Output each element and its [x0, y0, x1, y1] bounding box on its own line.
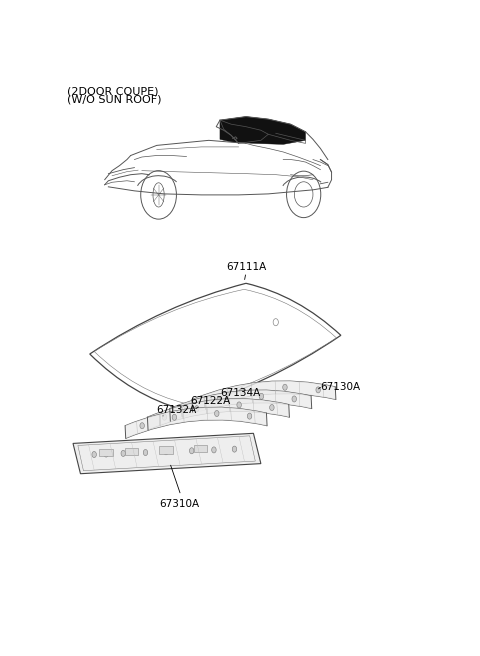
Circle shape: [292, 396, 297, 402]
Circle shape: [270, 405, 274, 411]
Text: 67122A: 67122A: [190, 396, 230, 406]
Circle shape: [215, 411, 219, 417]
PathPatch shape: [147, 399, 289, 430]
Circle shape: [316, 387, 320, 393]
Polygon shape: [220, 117, 305, 144]
Text: 67134A: 67134A: [220, 388, 260, 398]
FancyBboxPatch shape: [159, 447, 173, 453]
Polygon shape: [73, 434, 261, 474]
Circle shape: [194, 405, 199, 412]
PathPatch shape: [170, 390, 312, 421]
Circle shape: [184, 405, 189, 411]
Circle shape: [240, 388, 244, 394]
FancyBboxPatch shape: [99, 449, 113, 456]
Circle shape: [92, 451, 96, 457]
Circle shape: [207, 396, 212, 403]
Circle shape: [190, 448, 194, 454]
Text: 67132A: 67132A: [156, 405, 197, 415]
FancyBboxPatch shape: [193, 445, 207, 452]
Text: (2DOOR COUPE): (2DOOR COUPE): [67, 87, 159, 96]
Circle shape: [237, 402, 241, 408]
Circle shape: [212, 447, 216, 453]
Circle shape: [283, 384, 287, 390]
PathPatch shape: [192, 381, 336, 412]
Text: 67111A: 67111A: [226, 262, 266, 272]
Circle shape: [232, 446, 237, 452]
Text: 67310A: 67310A: [159, 499, 199, 509]
Circle shape: [140, 422, 144, 429]
Text: (W/O SUN ROOF): (W/O SUN ROOF): [67, 95, 162, 105]
Circle shape: [164, 449, 168, 455]
Text: 67130A: 67130A: [321, 382, 360, 392]
PathPatch shape: [125, 407, 267, 438]
Circle shape: [217, 397, 221, 403]
Circle shape: [247, 413, 252, 419]
Circle shape: [172, 415, 177, 420]
Circle shape: [162, 414, 167, 420]
FancyBboxPatch shape: [125, 447, 139, 455]
Circle shape: [104, 451, 108, 457]
Circle shape: [259, 394, 264, 400]
Circle shape: [143, 449, 148, 455]
Circle shape: [121, 451, 125, 457]
